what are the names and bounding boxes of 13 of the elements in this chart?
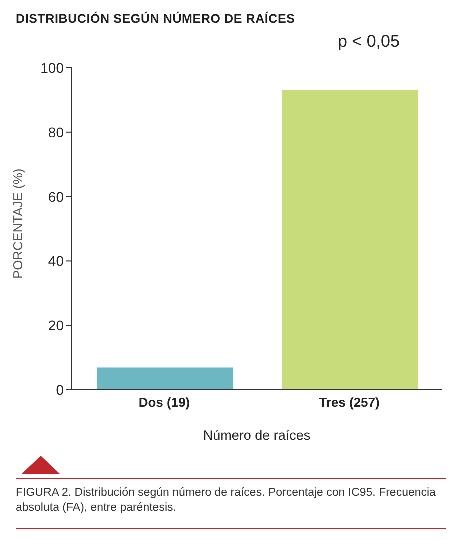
x-axis-title: Número de raíces bbox=[203, 428, 311, 443]
y-tick-label: 0 bbox=[56, 382, 64, 398]
y-tick-label: 40 bbox=[48, 253, 64, 270]
text: FIGURA 2. Distribución según número de raíces. Porcentaje con IC95. Frecuencia absoluta (FA), entre paréntesis. bbox=[16, 486, 437, 516]
y-tick-label: 20 bbox=[48, 318, 64, 334]
x-tick-label: Dos (19) bbox=[138, 395, 190, 410]
y-tick-label: 60 bbox=[48, 188, 64, 205]
text: p < 0,05 bbox=[338, 32, 400, 52]
y-tick-label: 80 bbox=[48, 124, 64, 140]
chart-title: DISTRIBUCIÓN SEGÚN NÚMERO DE RAÍCES bbox=[16, 12, 296, 26]
y-axis-title: PORCENTAJE (%) bbox=[10, 168, 26, 279]
y-tick-label: 100 bbox=[40, 60, 64, 76]
x-tick-label: Tres (257) bbox=[319, 395, 380, 410]
